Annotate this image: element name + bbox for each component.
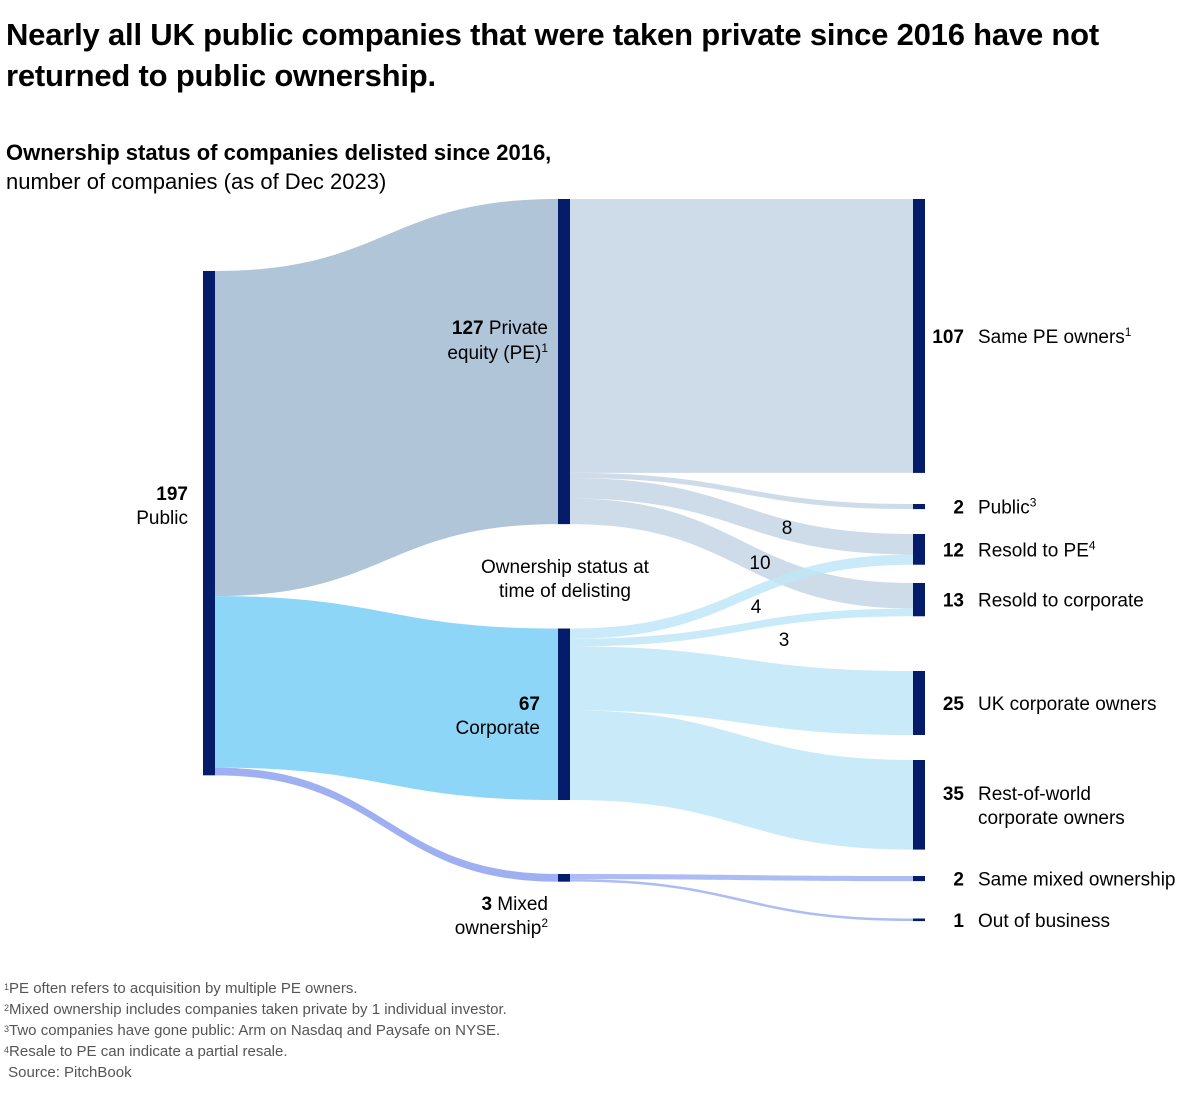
flow-public-to-mixed	[215, 767, 558, 882]
node-label-pe-line2: equity (PE)1	[447, 341, 548, 364]
node-same_pe	[913, 199, 925, 473]
footnote-4: 4Resale to PE can indicate a partial res…	[4, 1043, 288, 1060]
flow-label-pe-to-resold_corp: 10	[749, 553, 770, 574]
flow-public-to-corporate	[215, 596, 558, 801]
flow-corporate-to-resold_corp	[570, 608, 913, 647]
source-note: Source: PitchBook	[8, 1064, 132, 1081]
footnote-1: 1PE often refers to acquisition by multi…	[4, 980, 358, 997]
flow-mixed-to-oob	[570, 879, 913, 922]
flow-public-to-pe	[215, 199, 558, 597]
flow-pe-to-same_pe	[570, 199, 913, 473]
node-row_corp	[913, 760, 925, 850]
node-label-resold_corp-value: 13	[943, 591, 964, 612]
chart-title: Nearly all UK public companies that were…	[6, 17, 1100, 93]
node-label-same_mixed-value: 2	[953, 870, 964, 891]
flow-pe-to-resold_pe	[570, 478, 913, 555]
node-label-oob-name: Out of business	[978, 911, 1110, 932]
subtitle-bold: Ownership status of companies delisted s…	[6, 140, 552, 165]
node-same_mixed	[913, 876, 925, 882]
node-label-public_again-name: Public3	[978, 496, 1037, 519]
node-label-corporate-name: Corporate	[456, 718, 541, 739]
middle-column-label-line1: Ownership status at	[481, 557, 650, 578]
node-label-row_corp-value: 35	[943, 784, 965, 805]
node-label-row_corp-line2: corporate owners	[978, 808, 1125, 829]
node-resold_corp	[913, 583, 925, 617]
node-label-resold_pe-value: 12	[943, 540, 964, 561]
node-resold_pe	[913, 534, 925, 565]
flow-corporate-to-row_corp	[570, 710, 913, 850]
node-label-uk_corp-name: UK corporate owners	[978, 694, 1156, 715]
node-label-mixed-line2: ownership2	[455, 916, 549, 939]
middle-column-label-line2: time of delisting	[499, 581, 631, 602]
flow-mixed-to-same_mixed	[570, 874, 913, 882]
node-label-same_pe-value: 107	[932, 327, 964, 348]
footnotes: 1PE often refers to acquisition by multi…	[4, 978, 507, 1083]
flow-pe-to-resold_corp	[570, 498, 913, 609]
node-pe	[558, 199, 570, 525]
flow-corporate-to-uk_corp	[570, 646, 913, 735]
flow-label-corporate-to-resold_corp: 3	[779, 630, 790, 651]
node-label-oob-value: 1	[953, 911, 964, 932]
node-label-row_corp-line1: Rest-of-world	[978, 784, 1091, 805]
footnote-2: 2Mixed ownership includes companies take…	[4, 1001, 507, 1018]
node-label-same_mixed-name: Same mixed ownership	[978, 870, 1175, 891]
node-label-resold_corp-name: Resold to corporate	[978, 591, 1144, 612]
node-public_again	[913, 504, 925, 510]
footnote-3: 3Two companies have gone public: Arm on …	[4, 1022, 501, 1039]
flow-corporate-to-resold_pe	[570, 554, 913, 639]
subtitle-rest: number of companies (as of Dec 2023)	[6, 169, 387, 194]
node-oob	[913, 918, 925, 922]
node-label-resold_pe-name: Resold to PE4	[978, 538, 1096, 561]
node-label-corporate-value: 67	[519, 694, 540, 715]
flow-label-corporate-to-resold_pe: 4	[751, 597, 762, 618]
node-label-pe-line1: 127 Private	[452, 318, 548, 339]
node-uk_corp	[913, 671, 925, 735]
node-label-public_again-value: 2	[953, 498, 964, 519]
node-label-public-name: Public	[136, 508, 188, 529]
nodes-layer	[203, 199, 925, 922]
node-label-uk_corp-value: 25	[943, 694, 965, 715]
node-label-mixed-line1: 3 Mixed	[481, 894, 548, 915]
node-label-public-value: 197	[156, 484, 188, 505]
links-layer	[215, 199, 913, 922]
node-corporate	[558, 628, 570, 801]
chart-subtitle: Ownership status of companies delisted s…	[6, 138, 551, 196]
node-public	[203, 271, 215, 776]
flow-pe-to-public_again	[570, 472, 913, 510]
node-mixed	[558, 874, 570, 882]
node-label-same_pe-name: Same PE owners1	[978, 325, 1132, 348]
flow-label-pe-to-resold_pe: 8	[782, 518, 793, 539]
